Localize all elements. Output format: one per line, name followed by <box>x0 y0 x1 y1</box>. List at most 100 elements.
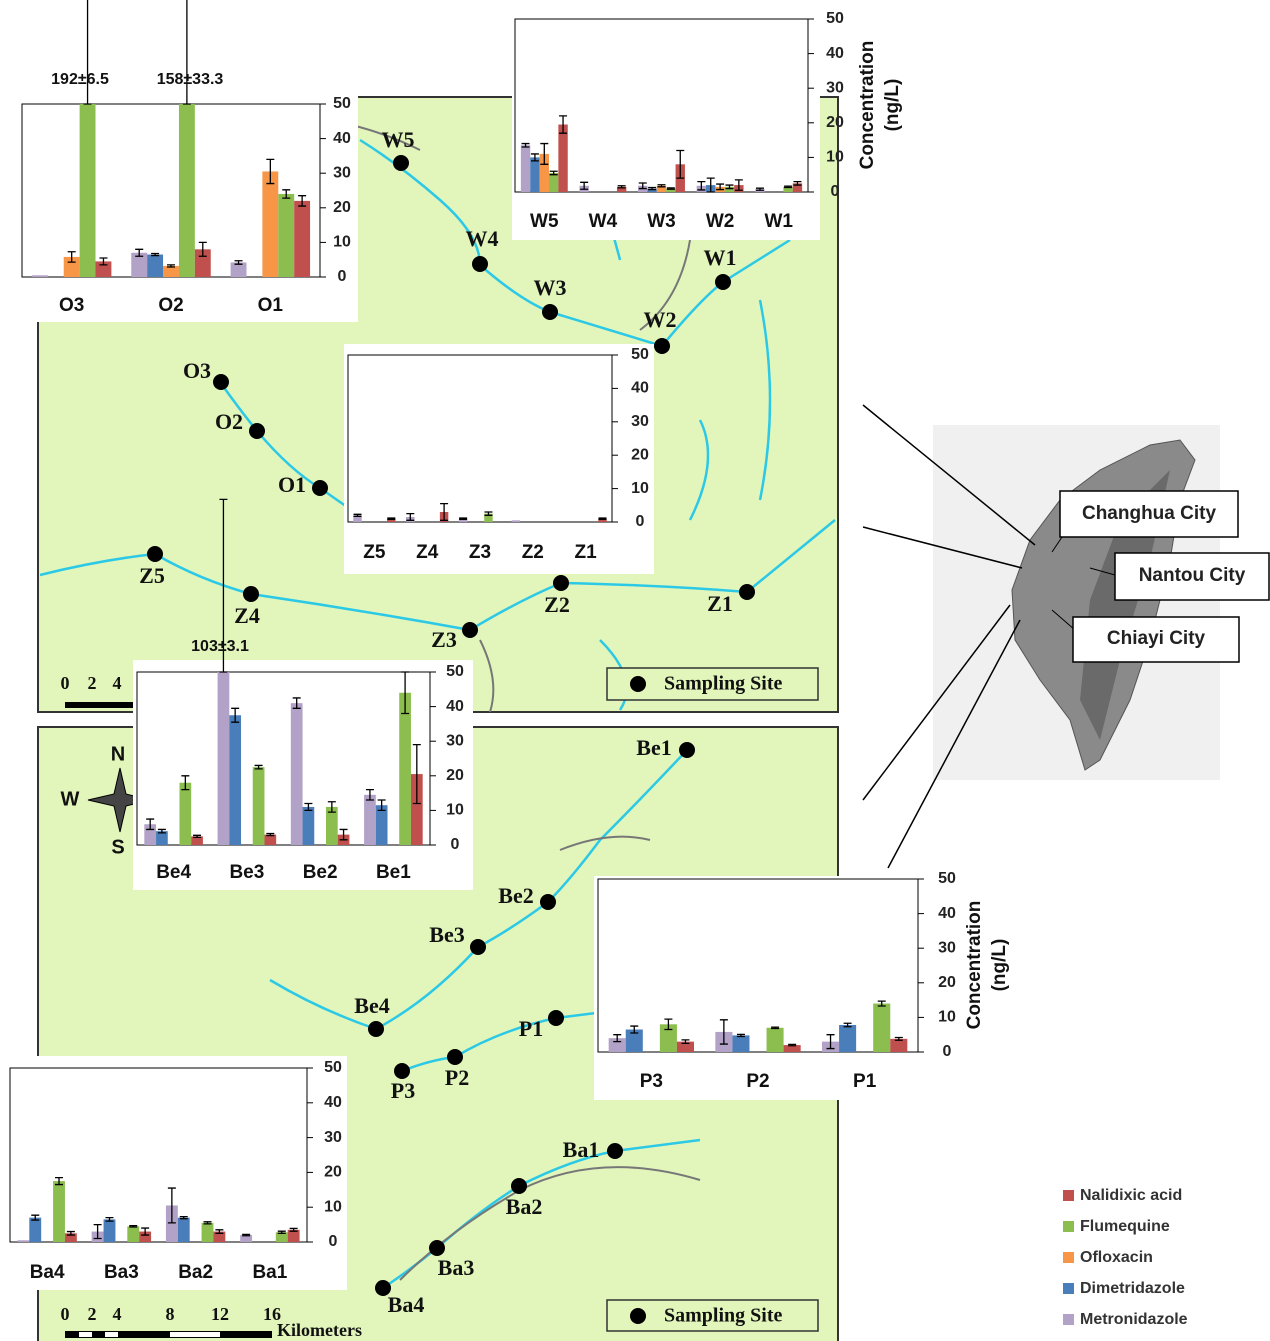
x-tick-label: P2 <box>746 1071 769 1092</box>
x-tick-label: P1 <box>853 1071 877 1092</box>
y-tick-label: 50 <box>631 346 649 363</box>
city-label: Nantou City <box>1139 565 1246 586</box>
x-tick-label: Be2 <box>303 862 338 883</box>
x-tick-label: Be4 <box>156 862 191 883</box>
site-label: W5 <box>382 127 415 152</box>
bar <box>202 1223 214 1242</box>
chart-background <box>6 1056 347 1290</box>
x-tick-label: Ba2 <box>178 1262 213 1283</box>
x-tick-label: Z5 <box>363 542 386 563</box>
bar <box>29 1218 41 1242</box>
bar <box>767 1028 784 1052</box>
bar <box>558 125 567 192</box>
y-tick-label: 10 <box>631 480 649 497</box>
y-axis-label: Concentration <box>857 41 878 170</box>
site-label: Ba1 <box>563 1137 600 1162</box>
scale-tick: 4 <box>113 673 122 693</box>
y-tick-label: 40 <box>324 1094 342 1111</box>
site-label: Be3 <box>429 922 464 947</box>
site-label: Z5 <box>139 563 165 588</box>
annotation: 192±6.5 <box>51 71 109 88</box>
bar <box>104 1219 116 1242</box>
legend-label: Dimetridazole <box>1080 1280 1185 1297</box>
x-tick-label: W4 <box>589 211 618 232</box>
error-bar <box>84 0 92 104</box>
bar <box>127 1226 139 1242</box>
y-tick-label: 10 <box>938 1009 956 1026</box>
city-label: Changhua City <box>1082 503 1216 524</box>
y-tick-label: 30 <box>631 413 649 430</box>
site-label: Ba4 <box>388 1292 425 1317</box>
site-label: Z3 <box>431 627 457 652</box>
y-tick-label: 20 <box>631 446 649 463</box>
x-tick-label: Ba4 <box>30 1262 65 1283</box>
taiwan-inset: Changhua City Nantou City Chiayi City <box>863 405 1269 868</box>
y-tick-label: 20 <box>324 1164 342 1181</box>
bar <box>147 255 163 277</box>
bar-chart: 01020304050MetronidazoleDimetridazoleOfl… <box>594 870 1010 1100</box>
legend-swatch <box>1063 1190 1074 1201</box>
y-tick-label: 50 <box>324 1059 342 1076</box>
site-label: O3 <box>183 358 211 383</box>
x-tick-label: Ba3 <box>104 1262 139 1283</box>
site-label: P1 <box>519 1016 543 1041</box>
y-tick-label: 10 <box>446 802 464 819</box>
y-tick-label: 20 <box>333 199 351 216</box>
bar <box>179 783 191 845</box>
y-tick-label: 40 <box>446 698 464 715</box>
y-tick-label: 30 <box>333 164 351 181</box>
scale-unit: Kilometers <box>277 1320 362 1340</box>
legend-swatch <box>1063 1283 1074 1294</box>
site-label: Be2 <box>498 883 533 908</box>
site-label: Ba3 <box>438 1255 475 1280</box>
legend-swatch <box>1063 1252 1074 1263</box>
bar <box>521 145 530 192</box>
compass-label: S <box>111 836 124 858</box>
scale-tick: 4 <box>113 1304 122 1324</box>
x-tick-label: O2 <box>158 295 183 316</box>
y-tick-label: 30 <box>324 1129 342 1146</box>
site-label: W1 <box>704 245 737 270</box>
legend-label: Sampling Site <box>664 673 782 695</box>
legend-label: Metronidazole <box>1080 1311 1188 1328</box>
y-tick-label: 40 <box>826 45 844 62</box>
compass-label: N <box>111 743 125 765</box>
chart-background <box>594 876 946 1100</box>
legend-label: Flumequine <box>1080 1218 1170 1235</box>
bar <box>303 807 315 845</box>
chart-background <box>512 15 820 240</box>
bar <box>839 1025 856 1052</box>
bar-chart: 01020304050MetronidazoleDimetridazoleOfl… <box>344 344 654 574</box>
x-tick-label: Be1 <box>376 862 411 883</box>
y-tick-label: 40 <box>631 380 649 397</box>
bar <box>512 520 520 522</box>
x-tick-label: O3 <box>59 295 84 316</box>
y-tick-label: 0 <box>831 183 840 200</box>
bar <box>376 805 388 845</box>
y-axis-label: (ng/L) <box>882 79 903 132</box>
bar <box>291 703 303 845</box>
scale-tick: 8 <box>166 1304 175 1324</box>
y-tick-label: 10 <box>333 234 351 251</box>
bar <box>32 275 48 277</box>
x-tick-label: P3 <box>640 1071 663 1092</box>
y-tick-label: 20 <box>446 767 464 784</box>
y-tick-label: 40 <box>938 905 956 922</box>
scale-tick: 2 <box>88 1304 97 1324</box>
x-tick-label: Z4 <box>416 542 439 563</box>
x-tick-label: Be3 <box>229 862 264 883</box>
y-tick-label: 30 <box>826 79 844 96</box>
compass-label: W <box>61 788 80 810</box>
y-tick-label: 50 <box>333 95 351 112</box>
annotation: 158±33.3 <box>157 71 224 88</box>
series <box>147 255 163 277</box>
y-tick-label: 0 <box>338 268 347 285</box>
bar <box>549 173 558 192</box>
site-label: Z2 <box>544 592 570 617</box>
y-tick-label: 0 <box>636 513 645 530</box>
x-tick-label: W3 <box>647 211 676 232</box>
city-label: Chiayi City <box>1107 628 1206 649</box>
error-bar <box>183 0 191 104</box>
site-label: W2 <box>644 307 677 332</box>
